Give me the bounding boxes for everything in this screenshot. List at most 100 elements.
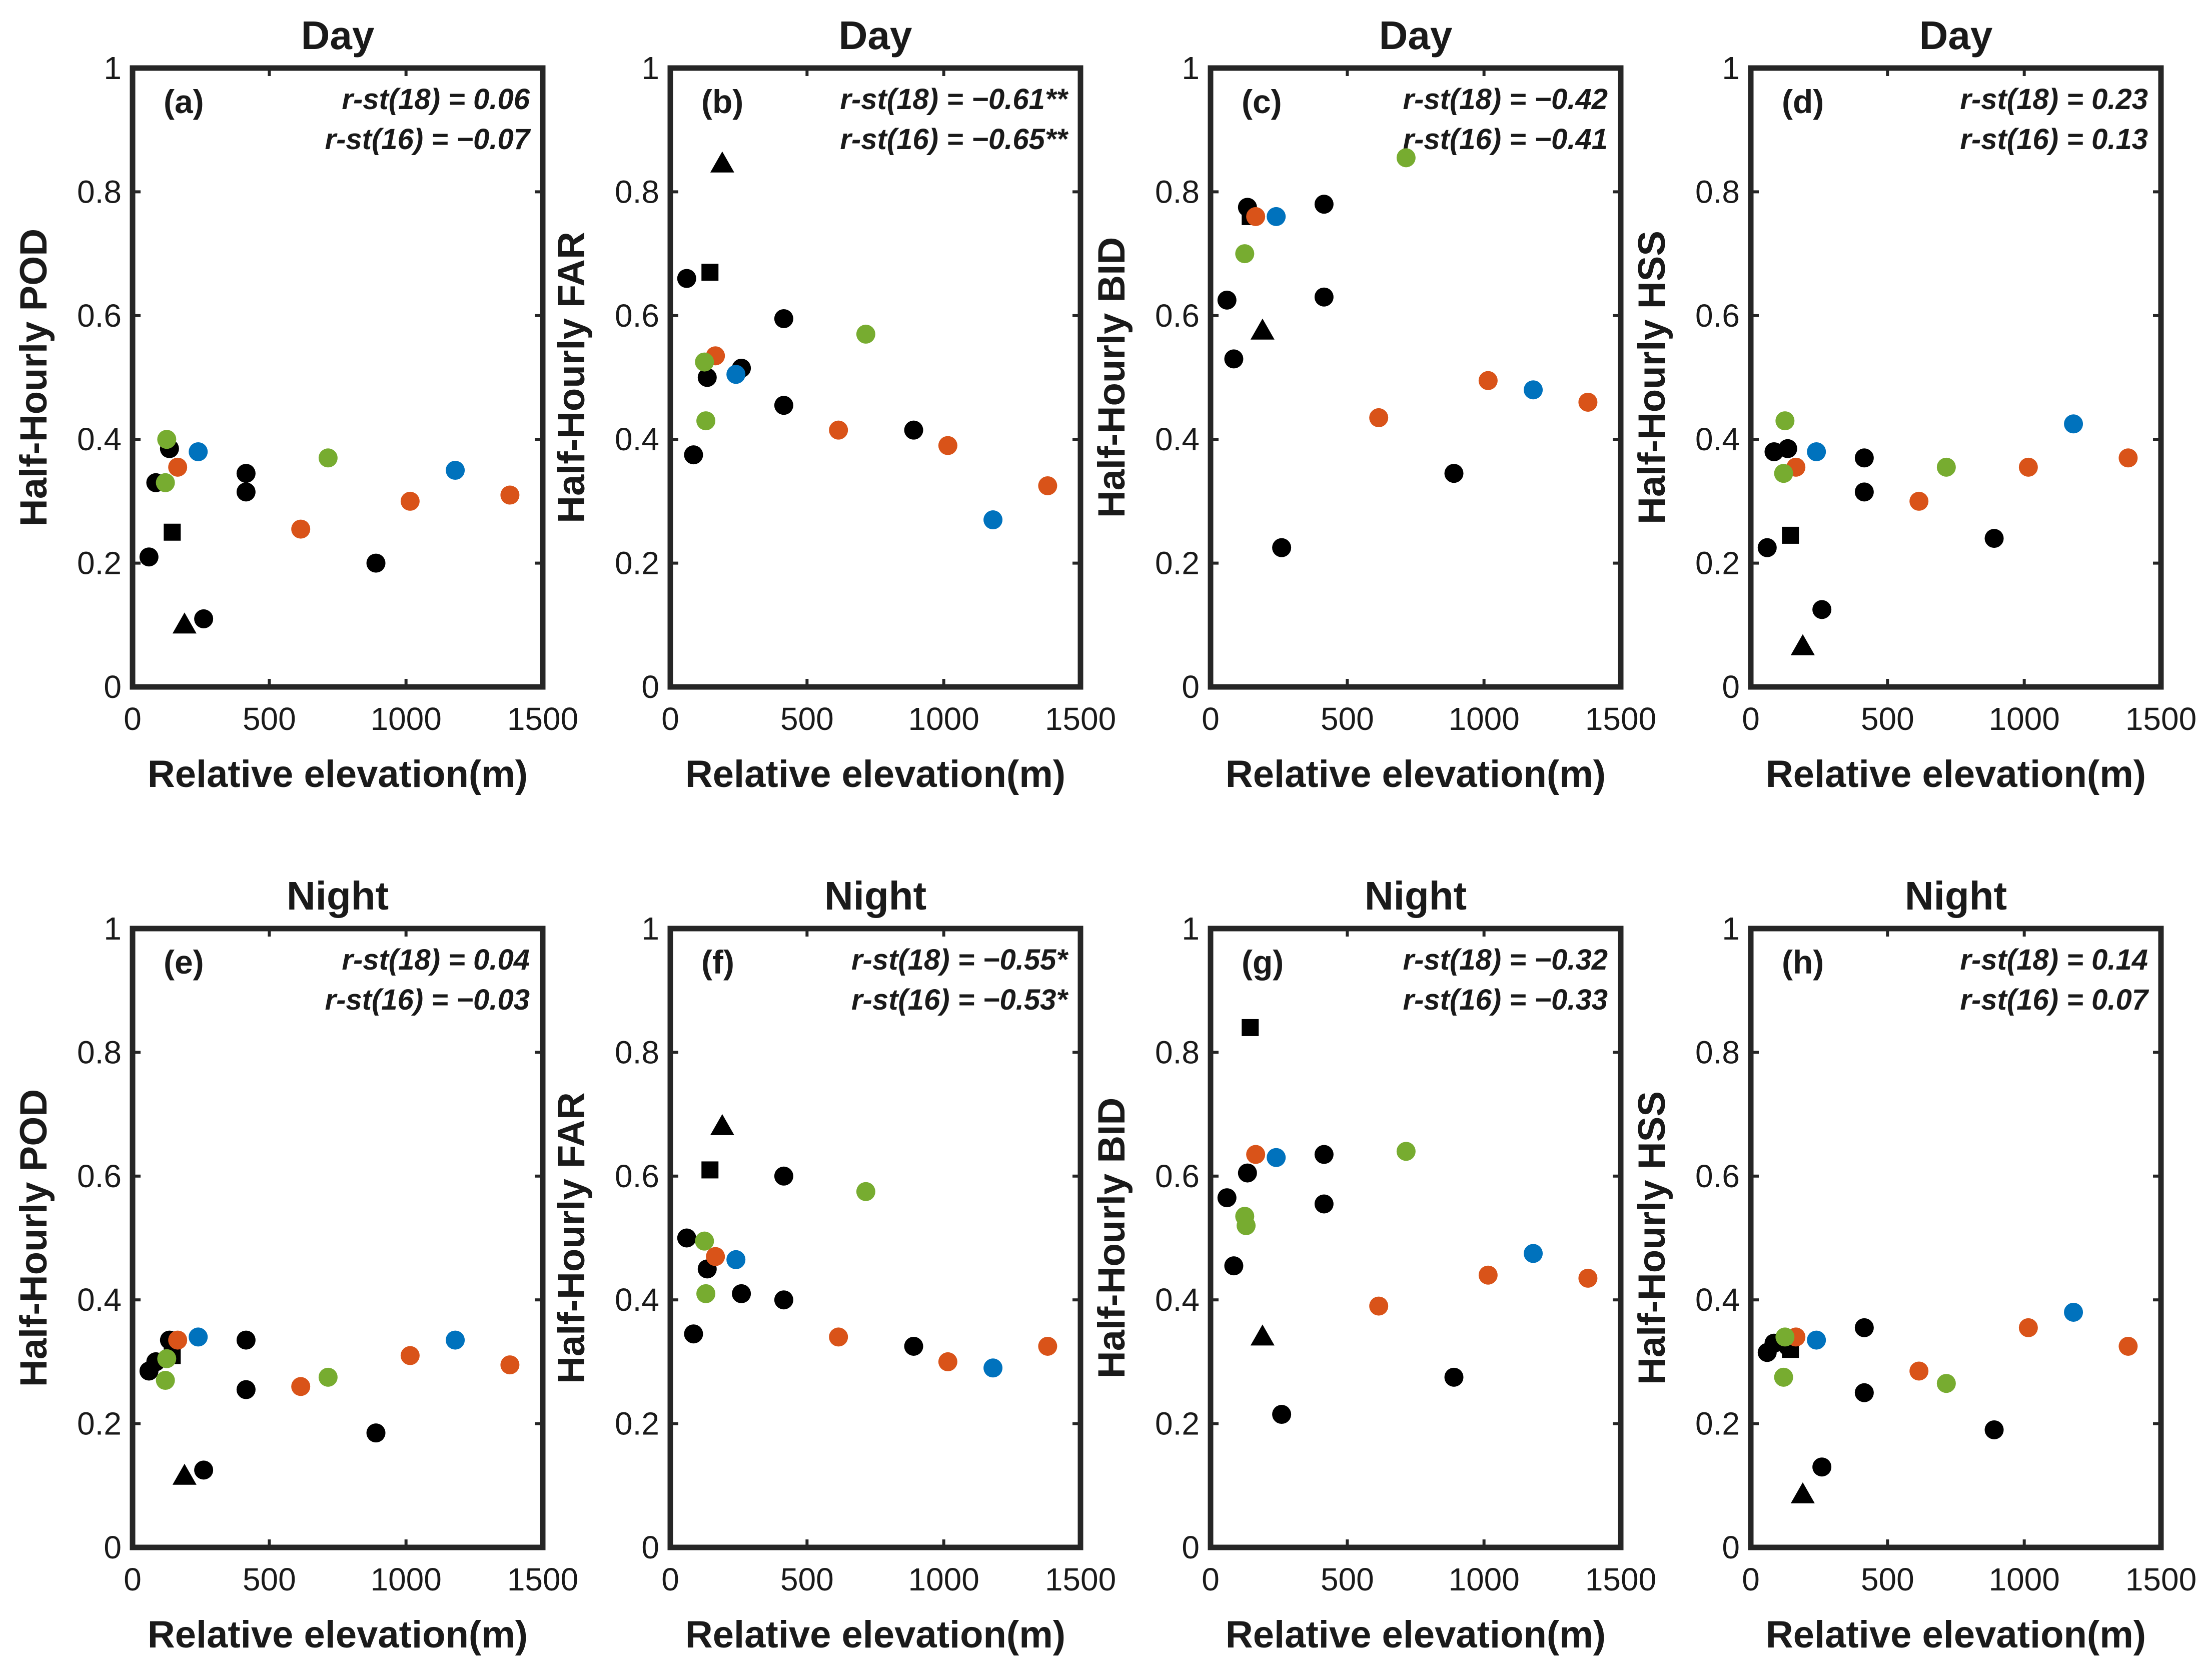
x-tick-label: 1000	[1988, 701, 2059, 737]
plot-frame	[1208, 926, 1624, 1550]
data-point-black	[904, 1336, 923, 1356]
correlation-stat: r-st(18) = −0.61**	[840, 83, 1068, 116]
y-tick-label: 0.8	[1695, 174, 1740, 210]
data-point-green	[1775, 1327, 1795, 1347]
data-point-orange	[500, 1355, 520, 1375]
y-tick-label: 0.2	[615, 545, 659, 581]
data-point-black	[1854, 1318, 1874, 1337]
correlation-stat: r-st(18) = 0.14	[1960, 944, 2148, 976]
y-tick-label: 0.4	[1695, 421, 1740, 457]
data-point-black	[1238, 1163, 1257, 1183]
data-point-orange	[168, 457, 188, 477]
data-point-black	[1272, 538, 1292, 557]
panel-label: (f)	[701, 944, 734, 981]
y-tick-label: 0.4	[615, 421, 659, 457]
y-tick-label: 0.4	[77, 421, 122, 457]
y-tick-label: 0	[1182, 1529, 1200, 1565]
data-point-black	[774, 1290, 793, 1310]
y-tick-label: 0.8	[1155, 1034, 1200, 1070]
data-point-blue	[1524, 380, 1543, 400]
correlation-stat: r-st(18) = −0.32	[1403, 944, 1608, 976]
x-tick-label: 500	[1321, 701, 1374, 737]
data-point-triangle	[1790, 1482, 1815, 1503]
y-axis-label: Half-Hourly FAR	[550, 1092, 593, 1384]
data-point-black	[904, 420, 923, 440]
x-tick-label: 0	[661, 701, 679, 737]
data-point-orange	[1038, 476, 1057, 495]
y-tick-label: 1	[641, 50, 659, 86]
data-point-black	[1854, 1383, 1874, 1402]
correlation-stat: r-st(18) = 0.23	[1960, 83, 2148, 116]
data-point-black	[1444, 1367, 1464, 1387]
correlation-stat: r-st(16) = −0.07	[325, 123, 531, 156]
y-axis-label: Half-Hourly POD	[13, 229, 55, 526]
data-point-orange	[706, 1247, 725, 1266]
panel-d: Day 0 0.2 0.4 0.6 0.8 1 0 500 1000 1500 Relative el…	[1631, 13, 2196, 795]
data-point-orange	[829, 420, 848, 440]
data-point-square	[1782, 526, 1799, 544]
data-point-black	[684, 1324, 703, 1344]
y-tick-label: 0.2	[1155, 1406, 1200, 1442]
data-point-blue	[1807, 1330, 1826, 1350]
data-point-black	[774, 309, 793, 328]
x-tick-label: 0	[661, 1561, 679, 1597]
correlation-stat: r-st(18) = −0.42	[1403, 83, 1608, 116]
x-tick-label: 1000	[908, 1561, 979, 1597]
data-point-blue	[189, 442, 208, 461]
x-tick-label: 0	[1202, 701, 1220, 737]
data-point-black	[1854, 448, 1874, 468]
data-point-orange	[500, 485, 520, 505]
x-tick-label: 500	[243, 1561, 296, 1597]
x-tick-label: 1000	[1448, 701, 1519, 737]
panel-b: Day 0 0.2 0.4 0.6 0.8 1 0 500 1000 1500 Relative el…	[550, 13, 1116, 795]
data-point-black	[1217, 1188, 1237, 1208]
data-point-black	[1314, 287, 1334, 307]
data-point-blue	[726, 365, 746, 384]
correlation-stat: r-st(16) = −0.03	[325, 984, 530, 1016]
y-tick-label: 0	[1182, 669, 1200, 705]
x-tick-label: 0	[1202, 1561, 1220, 1597]
x-axis-label: Relative elevation(m)	[1766, 753, 2146, 795]
data-point-blue	[2064, 414, 2083, 434]
y-tick-label: 0.6	[77, 1158, 122, 1194]
data-point-black	[236, 1330, 256, 1350]
panel-e: Night 0 0.2 0.4 0.6 0.8 1 0 500 1000 1500 Relative …	[13, 874, 578, 1656]
data-point-black	[684, 445, 703, 465]
data-point-orange	[1246, 1145, 1266, 1164]
data-point-blue	[1807, 442, 1826, 461]
x-tick-label: 1500	[2125, 701, 2196, 737]
y-tick-label: 0	[641, 669, 659, 705]
plot-frame	[1748, 65, 2164, 690]
y-tick-label: 0.8	[615, 174, 659, 210]
y-tick-label: 0.8	[1155, 174, 1200, 210]
correlation-stat: r-st(18) = 0.06	[342, 83, 530, 116]
data-point-black	[774, 1166, 793, 1186]
y-tick-label: 0.2	[1155, 545, 1200, 581]
data-point-orange	[1578, 1268, 1598, 1288]
data-point-triangle	[172, 1463, 197, 1485]
data-point-triangle	[1790, 634, 1815, 655]
data-point-green	[1235, 244, 1255, 264]
x-tick-label: 500	[1861, 701, 1914, 737]
data-point-green	[1237, 1216, 1256, 1235]
y-tick-label: 0.8	[77, 1034, 122, 1070]
data-point-orange	[1578, 392, 1598, 412]
data-point-orange	[938, 1352, 957, 1371]
y-tick-label: 0.8	[1695, 1034, 1740, 1070]
data-point-black	[677, 269, 696, 288]
correlation-stat: r-st(18) = −0.55*	[851, 944, 1068, 976]
data-point-green	[1775, 411, 1795, 431]
panel-title: Night	[824, 874, 926, 918]
plot-frame	[130, 926, 546, 1550]
data-point-black	[1272, 1405, 1292, 1424]
y-tick-label: 0.4	[1155, 421, 1200, 457]
data-point-orange	[400, 1346, 420, 1365]
y-tick-label: 1	[1722, 50, 1740, 86]
y-tick-label: 0.2	[77, 1406, 122, 1442]
data-point-black	[1444, 464, 1464, 483]
data-point-blue	[983, 510, 1003, 530]
data-point-blue	[726, 1250, 746, 1269]
x-axis-label: Relative elevation(m)	[1226, 753, 1606, 795]
data-point-blue	[1524, 1244, 1543, 1263]
